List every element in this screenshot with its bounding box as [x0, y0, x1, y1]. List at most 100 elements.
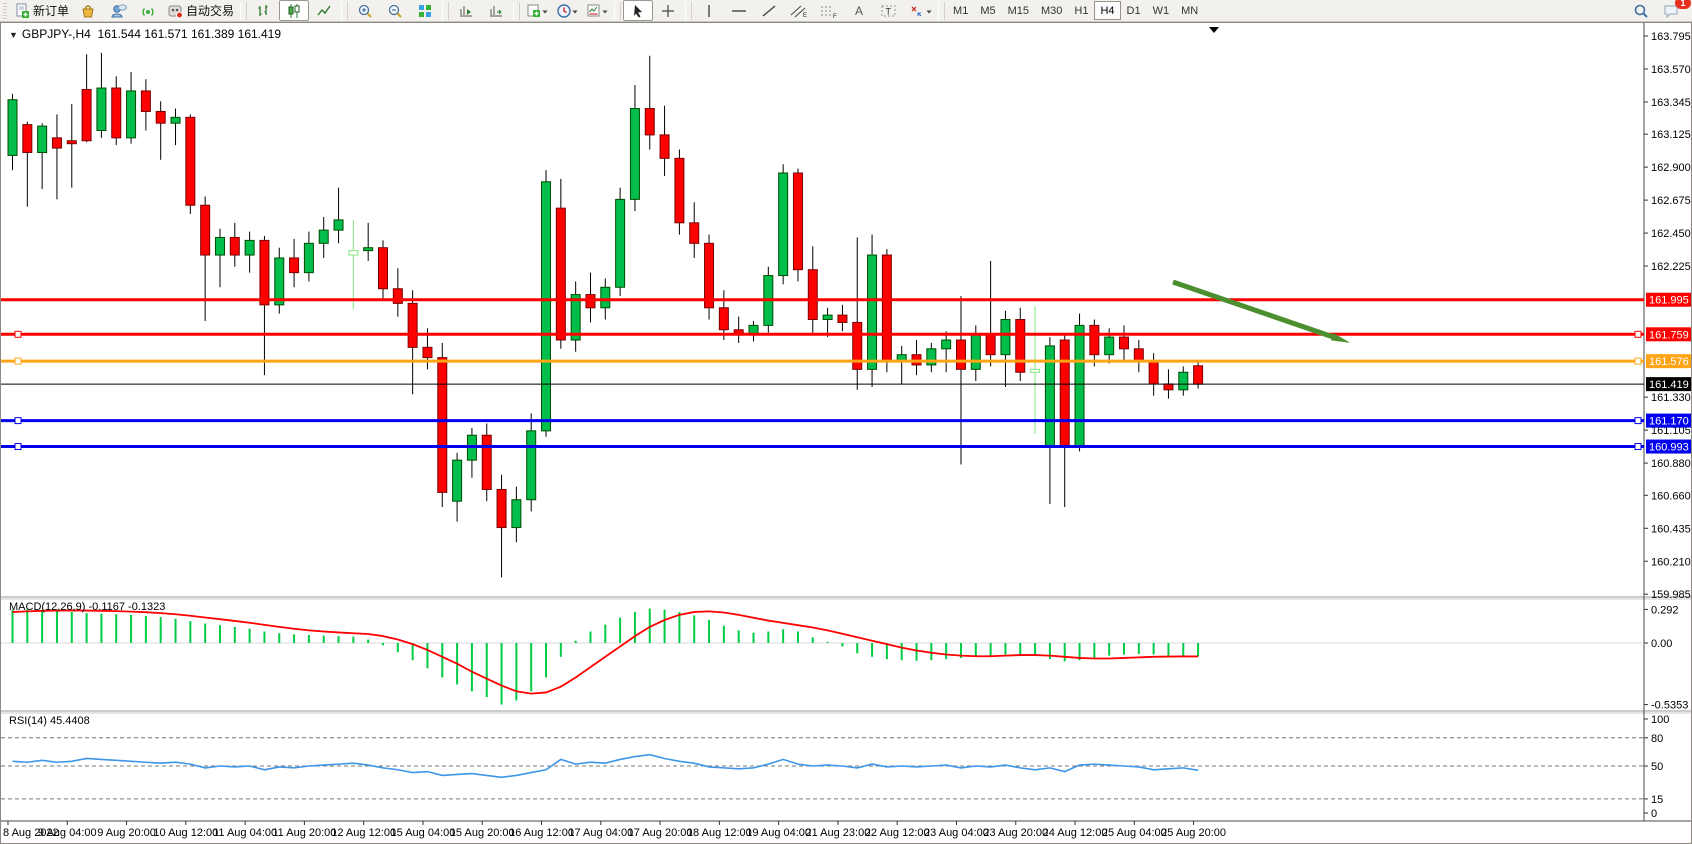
candle	[259, 239, 270, 306]
candle	[51, 137, 62, 149]
add-indicator-button[interactable]	[522, 0, 552, 21]
candle	[674, 157, 685, 224]
period-button[interactable]	[552, 0, 582, 21]
new-order-label: 新订单	[33, 4, 70, 18]
hline-handle[interactable]	[14, 357, 22, 365]
candle	[437, 357, 448, 493]
candle	[1000, 319, 1011, 356]
market-button[interactable]	[73, 0, 103, 21]
autotrading-button[interactable]: 自动交易	[163, 0, 238, 21]
horizontal-line-icon	[732, 9, 747, 12]
candle	[481, 434, 492, 490]
timeframe-button-M5[interactable]: M5	[980, 4, 996, 17]
time-tick-label: 15 Aug 04:00	[391, 827, 456, 839]
time-tick-label: 11 Aug 20:00	[272, 827, 336, 839]
hline-handle[interactable]	[1634, 330, 1642, 338]
arrows-tool[interactable]	[904, 0, 936, 21]
trend-arrow-head[interactable]	[1331, 333, 1351, 343]
price-tick-label: 162.675	[1651, 195, 1691, 207]
tile-windows-button[interactable]	[410, 0, 440, 21]
candle	[704, 242, 715, 309]
timeframe-button-M30[interactable]: M30	[1041, 4, 1063, 17]
candle	[555, 207, 566, 341]
search-button[interactable]	[1626, 0, 1656, 21]
candle	[570, 294, 581, 341]
timeframe-button-H4[interactable]: H4	[1094, 1, 1121, 20]
auto-scroll-button[interactable]	[451, 0, 481, 21]
chart-candles-button[interactable]	[279, 0, 310, 21]
candle	[718, 307, 729, 331]
timeframe-button-M15[interactable]: M15	[1007, 4, 1029, 17]
candle	[496, 488, 507, 529]
toolbar-grip[interactable]	[3, 2, 7, 19]
candle	[111, 87, 122, 139]
macd-tick-label: 0.00	[1651, 638, 1672, 650]
hline-handle[interactable]	[1634, 417, 1642, 425]
chart-symbol-title[interactable]: ▼ GBPJPY-,H4 161.544 161.571 161.389 161.…	[9, 27, 281, 41]
candle	[155, 110, 166, 124]
rsi-tick-label: 80	[1651, 733, 1663, 745]
fibonacci-tool[interactable]: F	[814, 0, 844, 21]
hline-handle[interactable]	[14, 330, 22, 338]
hline-handle[interactable]	[1634, 443, 1642, 451]
chart-bars-icon	[258, 4, 268, 16]
toolbar-separator	[513, 1, 521, 20]
rsi-tick-label: 50	[1651, 761, 1663, 773]
candle	[1163, 383, 1174, 391]
notifications-button[interactable]: 1	[1656, 0, 1691, 21]
cursor-tool-button[interactable]	[623, 0, 654, 21]
vertical-line-icon	[708, 4, 710, 17]
candle	[985, 333, 996, 356]
rsi-tick-label: 0	[1651, 808, 1657, 820]
text-tool[interactable]: A	[844, 0, 874, 21]
price-tick-label: 160.210	[1651, 556, 1691, 568]
hline-handle[interactable]	[1634, 357, 1642, 365]
label-tool[interactable]: T	[874, 0, 904, 21]
timeframe-button-H1[interactable]: H1	[1074, 4, 1089, 17]
vertical-line-tool[interactable]	[694, 0, 724, 21]
price-badge-label: 160.993	[1649, 442, 1689, 454]
candle	[867, 254, 878, 370]
timeframe-button-W1[interactable]: W1	[1152, 4, 1170, 17]
symbol-period-label: GBPJPY-,H4	[21, 27, 91, 41]
new-order-button[interactable]: 新订单	[10, 0, 73, 21]
hline-handle[interactable]	[14, 417, 22, 425]
price-tick-label: 161.330	[1651, 392, 1691, 404]
templates-icon	[587, 4, 608, 16]
signals-button[interactable]	[133, 0, 163, 21]
time-tick-label: 21 Aug 23:00	[805, 827, 870, 839]
time-tick-label: 24 Aug 12:00	[1043, 827, 1108, 839]
horizontal-line-tool[interactable]	[724, 0, 754, 21]
crosshair-icon	[662, 4, 675, 17]
chart-window[interactable]: ▼ GBPJPY-,H4 161.544 161.571 161.389 161.…	[0, 22, 1692, 844]
community-button[interactable]	[103, 0, 133, 21]
channel-tool[interactable]: E	[784, 0, 814, 21]
chart-canvas[interactable]: 163.795 163.570 163.345 163.125 162.900 162.6…	[1, 23, 1691, 843]
chart-bars-button[interactable]	[249, 0, 279, 21]
chart-shift-button[interactable]	[481, 0, 511, 21]
candle	[1059, 339, 1070, 447]
tile-windows-icon	[419, 4, 432, 17]
timeframe-button-M1[interactable]: M1	[953, 4, 969, 17]
candle	[66, 140, 77, 145]
timeframe-button-MN[interactable]: MN	[1181, 4, 1199, 17]
candle	[629, 108, 640, 200]
chart-line-button[interactable]	[309, 0, 339, 21]
candle	[303, 242, 314, 274]
chevron-down-icon[interactable]: ▼	[9, 30, 18, 40]
candle	[140, 90, 151, 112]
chart-shift-marker[interactable]	[1209, 27, 1219, 33]
trendline-tool[interactable]	[754, 0, 784, 21]
rsi-indicator-label: RSI(14) 45.4408	[9, 715, 90, 727]
price-tick-label: 161.105	[1651, 425, 1691, 437]
zoom-out-icon	[388, 4, 402, 18]
candle	[807, 269, 818, 321]
zoom-out-button[interactable]	[380, 0, 410, 21]
crosshair-tool-button[interactable]	[653, 0, 683, 21]
templates-button[interactable]	[582, 0, 612, 21]
time-tick-label: 25 Aug 04:00	[1102, 827, 1167, 839]
timeframe-button-D1[interactable]: D1	[1126, 4, 1141, 17]
zoom-in-button[interactable]	[350, 0, 380, 21]
hline-handle[interactable]	[14, 443, 22, 451]
trend-arrow[interactable]	[1172, 279, 1340, 342]
